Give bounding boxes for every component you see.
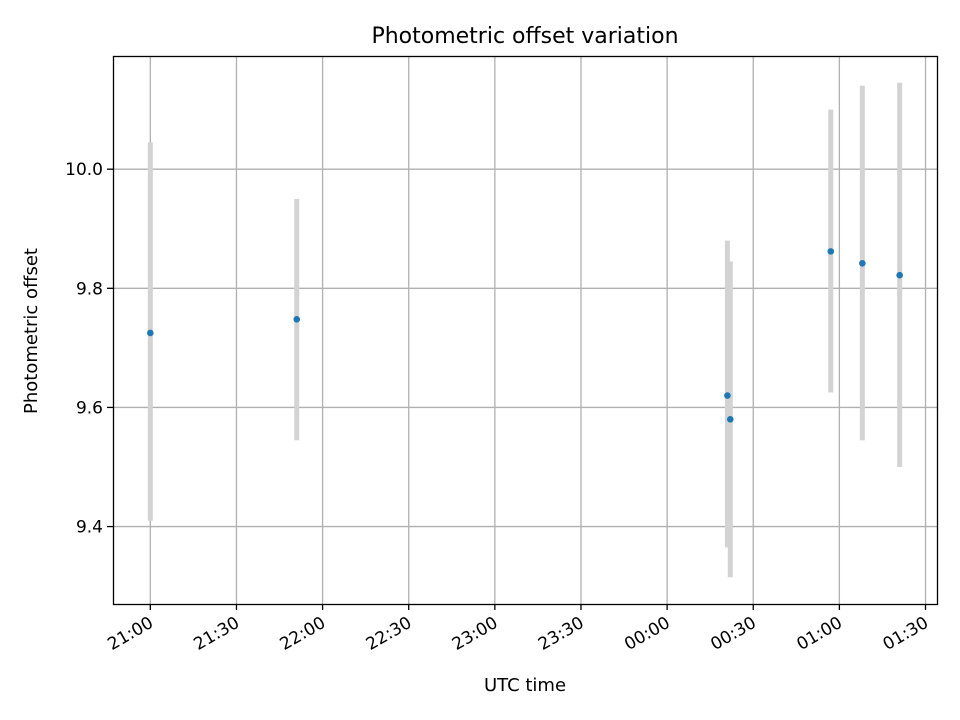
x-tick-label: 00:00 bbox=[621, 613, 673, 655]
x-tick-label: 21:00 bbox=[104, 613, 156, 655]
x-tick-label: 22:30 bbox=[363, 613, 415, 655]
y-axis-label: Photometric offset bbox=[21, 248, 42, 414]
x-axis-label: UTC time bbox=[484, 675, 566, 696]
data-point bbox=[293, 315, 301, 323]
x-tick-label: 21:30 bbox=[191, 613, 243, 655]
y-tick-label: 9.8 bbox=[76, 279, 103, 299]
x-tick-label: 01:00 bbox=[793, 613, 845, 655]
error-bars bbox=[147, 82, 903, 578]
data-point bbox=[147, 329, 154, 337]
x-tick-label: 00:30 bbox=[707, 613, 759, 655]
data-point bbox=[827, 248, 835, 255]
data-point bbox=[726, 416, 734, 423]
x-tick-label: 23:00 bbox=[449, 613, 501, 655]
x-tick-label: 01:30 bbox=[880, 613, 932, 655]
x-tick-label: 22:00 bbox=[277, 613, 329, 655]
data-point bbox=[896, 271, 903, 279]
data-point bbox=[859, 259, 866, 267]
chart-title: Photometric offset variation bbox=[371, 24, 678, 49]
data-point bbox=[724, 392, 731, 399]
grid-lines bbox=[113, 56, 937, 604]
y-tick-label: 9.4 bbox=[76, 518, 103, 538]
y-tick-label: 10.0 bbox=[65, 160, 103, 180]
x-tick-label: 23:30 bbox=[535, 613, 587, 655]
plot-frame bbox=[112, 55, 939, 606]
y-tick-label: 9.6 bbox=[76, 398, 103, 418]
data-points bbox=[147, 248, 903, 423]
